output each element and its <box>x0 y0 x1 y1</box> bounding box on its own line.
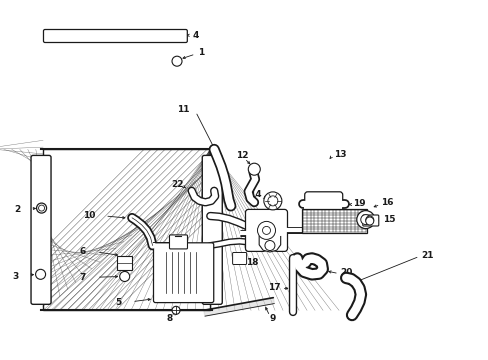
Circle shape <box>248 163 260 175</box>
Text: 11: 11 <box>177 105 189 114</box>
Circle shape <box>264 192 281 210</box>
FancyBboxPatch shape <box>153 243 213 303</box>
Text: 15: 15 <box>382 215 395 224</box>
Text: 3: 3 <box>13 271 19 281</box>
Circle shape <box>120 271 129 282</box>
Text: 19: 19 <box>352 199 365 208</box>
FancyBboxPatch shape <box>202 156 222 304</box>
FancyBboxPatch shape <box>304 192 342 226</box>
Text: 9: 9 <box>269 314 276 323</box>
Text: 14: 14 <box>249 190 262 199</box>
Circle shape <box>264 240 274 251</box>
Bar <box>302 209 366 233</box>
Polygon shape <box>203 298 274 316</box>
Polygon shape <box>259 237 280 252</box>
Text: 12: 12 <box>235 151 248 160</box>
Text: 13: 13 <box>333 149 346 158</box>
Text: 6: 6 <box>79 247 85 256</box>
Circle shape <box>36 269 45 279</box>
Circle shape <box>365 217 373 225</box>
Circle shape <box>172 306 180 314</box>
FancyBboxPatch shape <box>362 215 378 226</box>
Circle shape <box>356 211 374 229</box>
Bar <box>43 149 210 310</box>
Circle shape <box>37 203 46 213</box>
FancyBboxPatch shape <box>169 235 187 249</box>
Text: 7: 7 <box>79 273 85 282</box>
Text: 16: 16 <box>381 198 393 207</box>
Text: 10: 10 <box>83 211 95 220</box>
Text: 17: 17 <box>267 284 280 292</box>
FancyBboxPatch shape <box>31 156 51 304</box>
Circle shape <box>39 205 44 211</box>
Text: 21: 21 <box>421 251 433 260</box>
FancyBboxPatch shape <box>245 210 287 251</box>
Text: 20: 20 <box>340 268 352 277</box>
Circle shape <box>360 215 370 225</box>
FancyBboxPatch shape <box>43 30 187 42</box>
Text: 22: 22 <box>171 180 183 189</box>
Circle shape <box>262 226 270 234</box>
Circle shape <box>257 221 275 239</box>
Text: 8: 8 <box>166 314 172 323</box>
Text: 2: 2 <box>15 205 21 214</box>
FancyBboxPatch shape <box>232 252 246 265</box>
Text: 18: 18 <box>245 258 258 266</box>
Text: 5: 5 <box>115 298 121 307</box>
Circle shape <box>365 216 373 224</box>
Circle shape <box>172 56 182 66</box>
FancyBboxPatch shape <box>117 256 131 270</box>
Text: 1: 1 <box>198 49 204 57</box>
Circle shape <box>267 196 277 206</box>
Text: 4: 4 <box>192 31 198 40</box>
